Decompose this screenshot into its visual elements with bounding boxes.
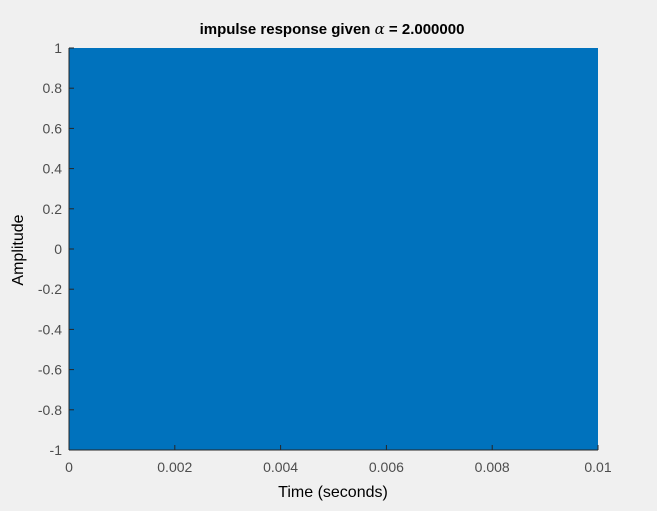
series-fill [69, 48, 598, 450]
y-tick-label: -1 [50, 442, 63, 458]
x-tick-label: 0 [65, 459, 73, 475]
y-tick-label: -0.6 [38, 362, 62, 378]
x-tick-label: 0.002 [157, 459, 192, 475]
y-tick-label: 0 [54, 241, 62, 257]
x-tick-label: 0.006 [369, 459, 404, 475]
y-tick-label: -0.4 [38, 321, 62, 337]
x-ticks: 0 0.002 0.004 0.006 0.008 0.01 [65, 445, 612, 475]
x-tick-label: 0.01 [584, 459, 611, 475]
x-tick-label: 0.004 [263, 459, 298, 475]
x-tick-label: 0.008 [475, 459, 510, 475]
chart-title: impulse response given α = 2.000000 [200, 20, 465, 38]
x-axis-label: Time (seconds) [278, 484, 388, 501]
y-tick-label: -0.2 [38, 281, 62, 297]
y-ticks: -1 -0.8 -0.6 -0.4 -0.2 0 0.2 0.4 0.6 0.8 1 [38, 40, 74, 458]
y-tick-label: 0.2 [43, 201, 63, 217]
y-tick-label: 1 [54, 40, 62, 56]
y-tick-label: 0.6 [43, 120, 63, 136]
y-tick-label: -0.8 [38, 402, 62, 418]
y-tick-label: 0.8 [43, 80, 63, 96]
y-axis-label: Amplitude [10, 214, 27, 285]
y-tick-label: 0.4 [43, 161, 63, 177]
